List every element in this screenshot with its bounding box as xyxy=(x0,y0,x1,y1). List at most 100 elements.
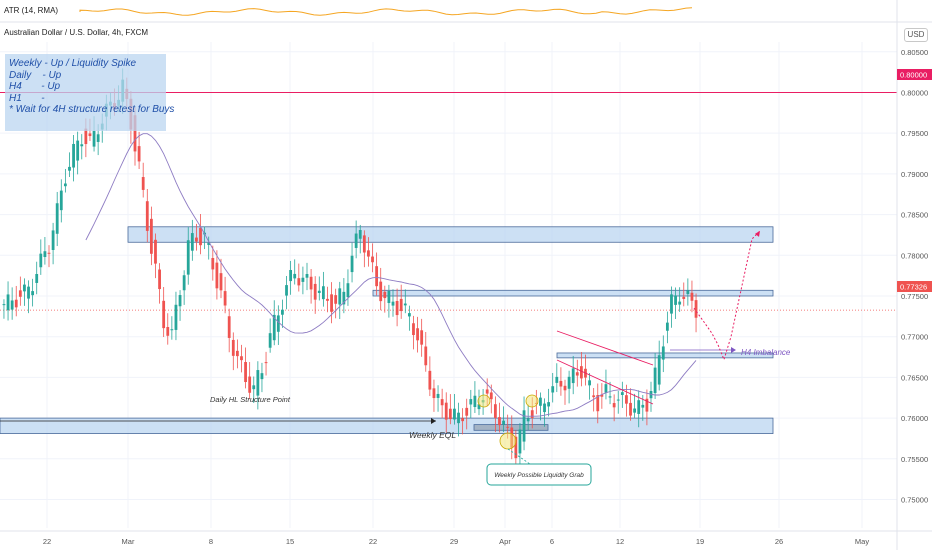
candle-body xyxy=(428,370,432,390)
candle-body xyxy=(207,242,211,245)
candle-body xyxy=(567,376,571,389)
candle-body xyxy=(31,291,35,296)
candle-body xyxy=(387,291,391,304)
candle-body xyxy=(293,273,297,279)
candle-body xyxy=(281,309,284,315)
candle-body xyxy=(506,426,510,428)
candle-body xyxy=(653,367,657,394)
candle-body xyxy=(55,203,59,234)
note-line-h1: H1 - xyxy=(9,92,45,104)
candle-body xyxy=(444,402,448,420)
candle-body xyxy=(588,380,591,386)
candle-body xyxy=(399,298,403,312)
candle-body xyxy=(47,252,51,254)
note-line-h4: H4 - Up xyxy=(9,81,61,92)
candle-body xyxy=(665,322,669,331)
atr-indicator-line xyxy=(79,7,693,16)
candle-body xyxy=(297,278,301,286)
candle-body xyxy=(84,128,88,145)
candle-body xyxy=(453,408,456,420)
grid-lines xyxy=(0,21,932,528)
candle-body xyxy=(96,134,100,142)
y-tick-label: 0.78500 xyxy=(901,211,928,220)
svg-text:0.77326: 0.77326 xyxy=(900,283,927,292)
candle-body xyxy=(317,290,321,293)
currency-button[interactable]: USD xyxy=(904,28,928,42)
candle-body xyxy=(10,300,14,310)
candle-body xyxy=(268,333,272,348)
candle-body xyxy=(616,399,620,401)
candle-body xyxy=(592,395,596,398)
candle-body xyxy=(186,240,190,275)
candle-body xyxy=(39,253,43,268)
candle-body xyxy=(334,295,338,304)
candle-body xyxy=(469,399,473,405)
candle-body xyxy=(620,392,624,395)
candle-body xyxy=(358,230,362,239)
candle-body xyxy=(51,230,55,250)
candle-body xyxy=(149,218,153,254)
liquidity-grab-callout-box xyxy=(486,463,592,486)
atr-indicator-label[interactable]: ATR (14, RMA) xyxy=(4,6,59,15)
time-axis[interactable]: 22 Mar 8 15 22 29 Apr 6 12 19 26 May xyxy=(0,530,932,546)
candle-body xyxy=(72,143,75,168)
candle-body xyxy=(432,388,436,399)
candle-body xyxy=(559,380,563,387)
candle-body xyxy=(285,285,288,296)
candle-body xyxy=(440,399,444,406)
candle-body xyxy=(256,370,260,396)
candle-body xyxy=(350,255,354,273)
candle-body xyxy=(182,275,186,291)
candle-body xyxy=(2,304,6,306)
candle-body xyxy=(678,301,682,305)
price-zone xyxy=(0,417,774,434)
candle-body xyxy=(551,386,555,393)
candle-body xyxy=(260,373,264,380)
candle-body xyxy=(391,301,395,306)
candle-body xyxy=(14,299,18,308)
x-tick-label: Mar xyxy=(122,537,135,546)
liquidity-circle xyxy=(499,432,517,450)
candle-body xyxy=(674,295,677,305)
daily-structure-label: Daily HL Structure Point xyxy=(210,395,291,404)
atr-line xyxy=(79,7,693,16)
candle-body xyxy=(158,269,161,290)
candle-body xyxy=(80,144,84,147)
candle-body xyxy=(686,290,690,295)
candle-body xyxy=(633,408,637,413)
candle-body xyxy=(579,366,583,379)
symbol-title[interactable]: Australian Dollar / U.S. Dollar, 4h, FXC… xyxy=(4,28,149,37)
candle-body xyxy=(608,396,612,398)
y-tick-label: 0.75500 xyxy=(901,455,928,464)
candle-body xyxy=(133,115,137,152)
candle-body xyxy=(448,408,452,420)
candle-body xyxy=(154,239,157,264)
candle-body xyxy=(612,403,616,408)
candle-body xyxy=(371,256,374,263)
weekly-eql-label: Weekly EQL xyxy=(409,430,456,440)
callout-connector xyxy=(507,448,531,465)
candle-body xyxy=(240,356,243,361)
candle-body xyxy=(301,277,305,282)
candle-body xyxy=(272,314,276,341)
candle-body xyxy=(346,283,350,298)
candle-body xyxy=(596,395,600,412)
candle-body xyxy=(690,292,694,301)
candle-body xyxy=(424,346,428,366)
x-tick-label: 19 xyxy=(696,537,704,546)
candle-body xyxy=(477,404,481,410)
y-tick-label: 0.75000 xyxy=(901,496,928,505)
y-tick-label: 0.78000 xyxy=(901,251,928,260)
price-axis[interactable]: 0.80500 0.80000 0.79500 0.79000 0.78500 0.780… xyxy=(896,0,928,550)
candle-body xyxy=(289,270,293,282)
note-line-weekly: Weekly - Up / Liquidity Spike xyxy=(9,58,137,69)
candle-body xyxy=(403,303,407,306)
candle-body xyxy=(215,262,219,289)
x-tick-label: 8 xyxy=(209,537,213,546)
candle-body xyxy=(43,251,47,258)
candle-body xyxy=(604,384,608,393)
projection-path xyxy=(693,230,761,361)
moving-average-line xyxy=(85,133,697,417)
candle-body xyxy=(407,313,411,317)
